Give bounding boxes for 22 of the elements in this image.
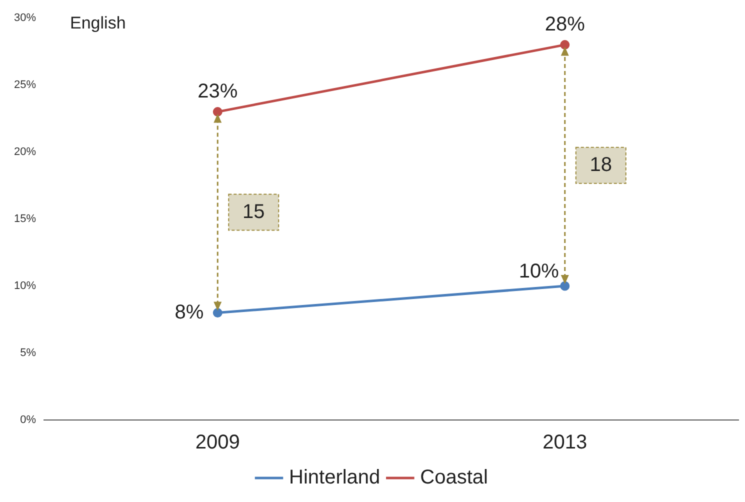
y-tick-label: 10% bbox=[14, 280, 36, 292]
point bbox=[212, 308, 222, 318]
y-tick-label: 5% bbox=[20, 347, 36, 360]
annotation: 15 bbox=[242, 200, 265, 223]
data-label: 23% bbox=[198, 80, 238, 102]
data-label: 10% bbox=[518, 260, 560, 283]
legend-label: Coastal bbox=[420, 466, 488, 489]
annotation: 18 bbox=[590, 154, 612, 176]
data-label: 28% bbox=[544, 13, 586, 36]
y-tick-label: 30% bbox=[14, 12, 36, 24]
y-tick-label: 15% bbox=[14, 213, 36, 226]
point bbox=[212, 107, 222, 117]
x-tick-label: 2013 bbox=[542, 432, 588, 454]
annotation: English bbox=[70, 14, 126, 33]
y-tick-label: 25% bbox=[14, 79, 36, 92]
point bbox=[560, 281, 570, 291]
y-tick-label: 20% bbox=[14, 146, 36, 158]
x-tick-label: 2009 bbox=[195, 432, 240, 454]
data-label: 8% bbox=[174, 301, 204, 324]
legend-label: Hinterland bbox=[289, 466, 380, 489]
y-tick-label: 0% bbox=[20, 414, 36, 426]
point bbox=[560, 40, 570, 50]
